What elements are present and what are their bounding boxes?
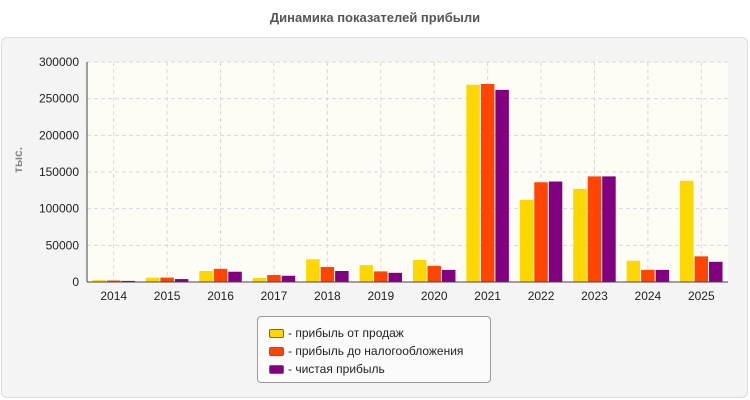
chart-title: Динамика показателей прибыли [269, 10, 481, 25]
bar [709, 261, 723, 282]
bar [145, 277, 160, 282]
y-tick-label: 100000 [39, 202, 79, 216]
x-tick-label: 2015 [154, 289, 181, 303]
grid-lines [87, 61, 728, 282]
bar [388, 272, 403, 282]
bar [106, 280, 121, 282]
bars-group [92, 84, 723, 282]
y-axis-title: тыс. [11, 147, 25, 173]
bar [374, 271, 388, 282]
bar [548, 181, 563, 282]
bar [466, 84, 480, 282]
plot-area [87, 62, 728, 282]
bar [121, 280, 135, 282]
y-tick-label: 250000 [39, 92, 79, 106]
bar [160, 277, 174, 282]
bar [441, 269, 456, 282]
axes [86, 62, 728, 283]
bar [320, 266, 335, 282]
legend-item-pretax-profit: - прибыль до налогообложения [269, 342, 490, 360]
x-tick-label: 2019 [367, 289, 394, 303]
legend-label: - прибыль от продаж [288, 326, 404, 340]
bar [573, 188, 587, 282]
bar [495, 89, 509, 282]
x-tick-label: 2022 [528, 289, 555, 303]
bar [680, 180, 694, 282]
legend-item-sales-profit: - прибыль от продаж [269, 324, 490, 342]
legend-swatch-net-profit [269, 364, 284, 374]
x-tick-label: 2020 [421, 289, 448, 303]
bar [626, 260, 641, 282]
legend-label: - чистая прибыль [288, 362, 385, 376]
y-tick-label: 200000 [39, 128, 79, 142]
legend-swatch-pretax-profit [269, 346, 284, 356]
bar [335, 271, 349, 282]
bar [587, 176, 602, 282]
y-tick-label: 300000 [39, 55, 79, 69]
legend-label: - прибыль до налогообложения [288, 344, 464, 358]
bar [281, 275, 296, 282]
x-tick-label: 2021 [474, 289, 501, 303]
legend-swatch-sales-profit [269, 328, 284, 338]
bar [174, 279, 189, 282]
x-tick-label: 2014 [100, 289, 127, 303]
bar [427, 265, 441, 282]
x-tick-label: 2025 [688, 289, 715, 303]
bar [655, 269, 670, 282]
y-tick-label: 50000 [46, 238, 80, 252]
bar [412, 260, 427, 282]
bar [534, 182, 548, 282]
legend: - прибыль от продаж - прибыль до налогоо… [257, 316, 491, 383]
bar [480, 84, 495, 282]
y-tick-label: 0 [72, 275, 79, 289]
x-tick-label: 2017 [261, 289, 288, 303]
bar [359, 265, 374, 282]
x-tick-label: 2024 [635, 289, 662, 303]
x-tick-label: 2016 [207, 289, 234, 303]
bar [267, 275, 281, 282]
bar [602, 176, 616, 282]
bar [641, 269, 655, 282]
bar [199, 271, 213, 282]
bar [92, 280, 106, 282]
legend-item-net-profit: - чистая прибыль [269, 360, 490, 378]
bar [694, 256, 709, 282]
x-tick-label: 2023 [581, 289, 608, 303]
bar [519, 199, 534, 282]
x-tick-label: 2018 [314, 289, 341, 303]
y-tick-labels: 0 50000 100000 150000 200000 250000 300000 [39, 55, 79, 289]
bar [213, 268, 228, 282]
bar [306, 259, 320, 282]
bar [252, 277, 267, 282]
y-tick-label: 150000 [39, 165, 79, 179]
bar [228, 271, 242, 282]
x-tick-labels: 2014 2015 2016 2017 2018 2019 2020 2021 2022 2023… [100, 289, 715, 303]
